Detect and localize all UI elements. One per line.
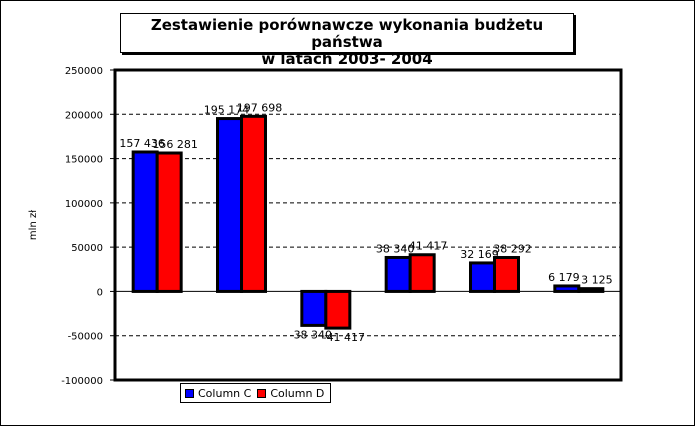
legend-swatch-column-c [185, 388, 194, 398]
y-tick-label: 0 [97, 287, 103, 298]
y-axis-label: mln zł [28, 210, 39, 240]
bar-column-c [553, 284, 581, 293]
data-label: 38 340 [376, 242, 415, 255]
chart-title-line-2: w latach 2003- 2004 [261, 50, 433, 68]
legend-label-column-c: Column C [198, 386, 252, 400]
chart-title-line-1: Zestawienie porównawcze wykonania budżet… [150, 16, 544, 51]
data-label: 3 125 [581, 274, 613, 287]
bar-column-d [240, 114, 267, 293]
data-label: -41 417 [323, 331, 365, 344]
y-tick-label: 200000 [65, 110, 103, 121]
data-label: 41 417 [409, 240, 448, 253]
bar-column-c [384, 255, 412, 293]
data-label: 38 292 [493, 243, 532, 256]
y-tick-label: 250000 [65, 66, 103, 77]
data-label: 195 174 [204, 104, 250, 117]
data-labels: 157 436 195 174 -38 340 38 340 32 169 6 179 15… [119, 101, 612, 344]
legend-item-column-d: Column D [257, 387, 324, 400]
y-tick-label: 150000 [65, 155, 103, 166]
bar-column-c [131, 150, 159, 293]
plot-area [113, 68, 623, 382]
y-tick-label: 100000 [65, 199, 103, 210]
data-label: 157 436 [119, 137, 165, 150]
data-label: 6 179 [548, 271, 580, 284]
data-label: -38 340 [290, 328, 332, 341]
legend-swatch-column-d [257, 388, 267, 398]
y-axis-ticks: 250000 200000 150000 100000 50000 0 -50000 -100… [61, 66, 115, 387]
bar-column-d [577, 287, 605, 293]
bar-column-d [408, 253, 436, 293]
data-label: 156 281 [152, 138, 198, 151]
data-label: 197 698 [237, 101, 283, 114]
bar-column-d [155, 151, 183, 293]
bars [131, 114, 605, 330]
y-tick-label: 50000 [71, 243, 103, 254]
bar-column-d [324, 289, 352, 330]
data-label: 32 169 [460, 248, 499, 261]
grid-lines [115, 113, 621, 337]
y-tick-label: -50000 [68, 332, 103, 343]
legend-label-column-d: Column D [270, 386, 325, 400]
chart-title: Zestawienie porównawcze wykonania budżet… [120, 13, 574, 68]
bar-column-d [493, 256, 520, 293]
bar-column-c [216, 117, 243, 293]
bar-column-c [300, 289, 328, 327]
legend-item-column-c: Column C [185, 387, 251, 400]
bar-column-c [469, 261, 496, 293]
y-tick-label: -100000 [61, 376, 103, 387]
legend: Column C Column D [180, 383, 332, 403]
